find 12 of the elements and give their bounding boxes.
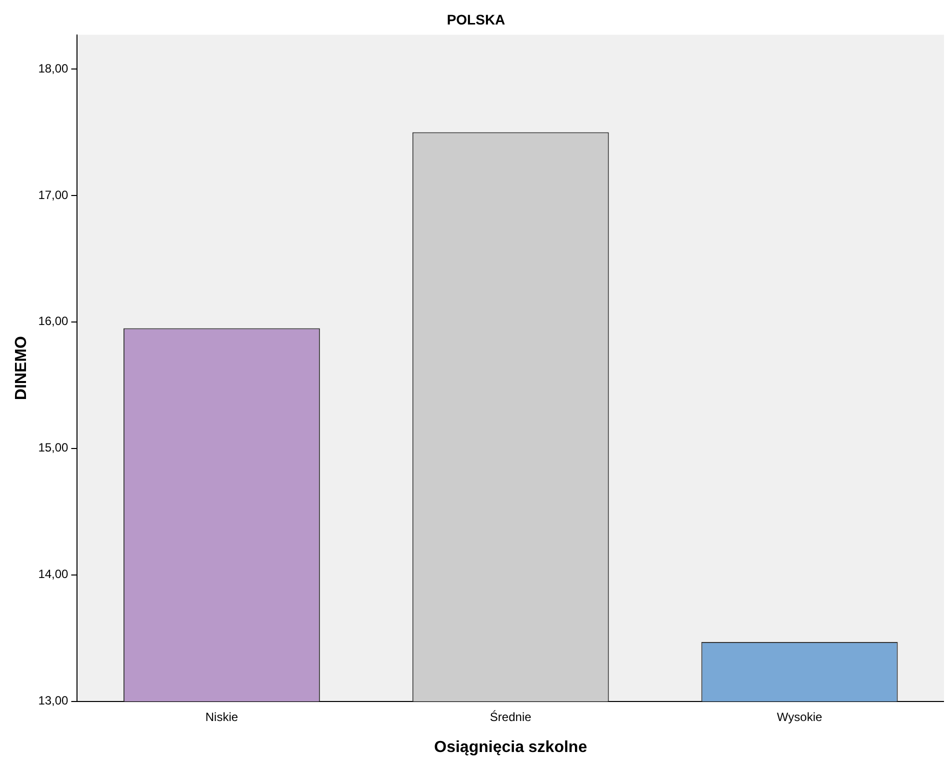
y-axis-title: DINEMO bbox=[13, 336, 30, 400]
chart-title: POLSKA bbox=[446, 11, 506, 28]
y-tick-label: 18,00 bbox=[38, 61, 69, 76]
x-axis-title: Osiągnięcia szkolne bbox=[434, 738, 588, 756]
y-tick-label: 15,00 bbox=[38, 440, 69, 455]
x-tick-label: Niskie bbox=[205, 710, 238, 724]
y-tick-label: 14,00 bbox=[38, 567, 69, 582]
x-tick-label: Wysokie bbox=[776, 710, 822, 724]
x-tick-label: Średnie bbox=[490, 710, 532, 724]
y-tick-label: 13,00 bbox=[38, 694, 69, 708]
y-tick-label: 16,00 bbox=[38, 314, 69, 328]
y-tick-label: 17,00 bbox=[38, 188, 69, 202]
